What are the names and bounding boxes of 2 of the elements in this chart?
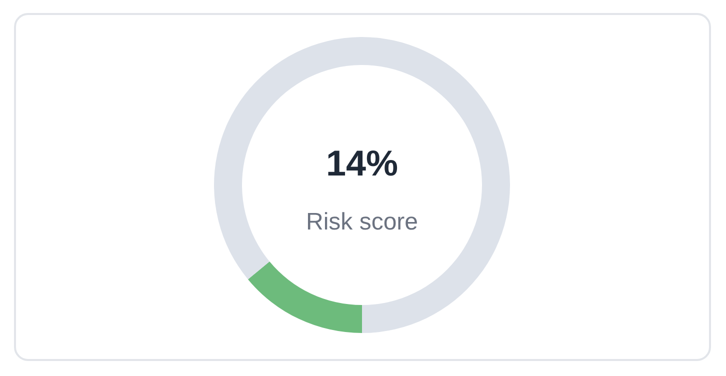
text: Risk score — [306, 208, 418, 236]
text: 14% — [326, 142, 398, 184]
